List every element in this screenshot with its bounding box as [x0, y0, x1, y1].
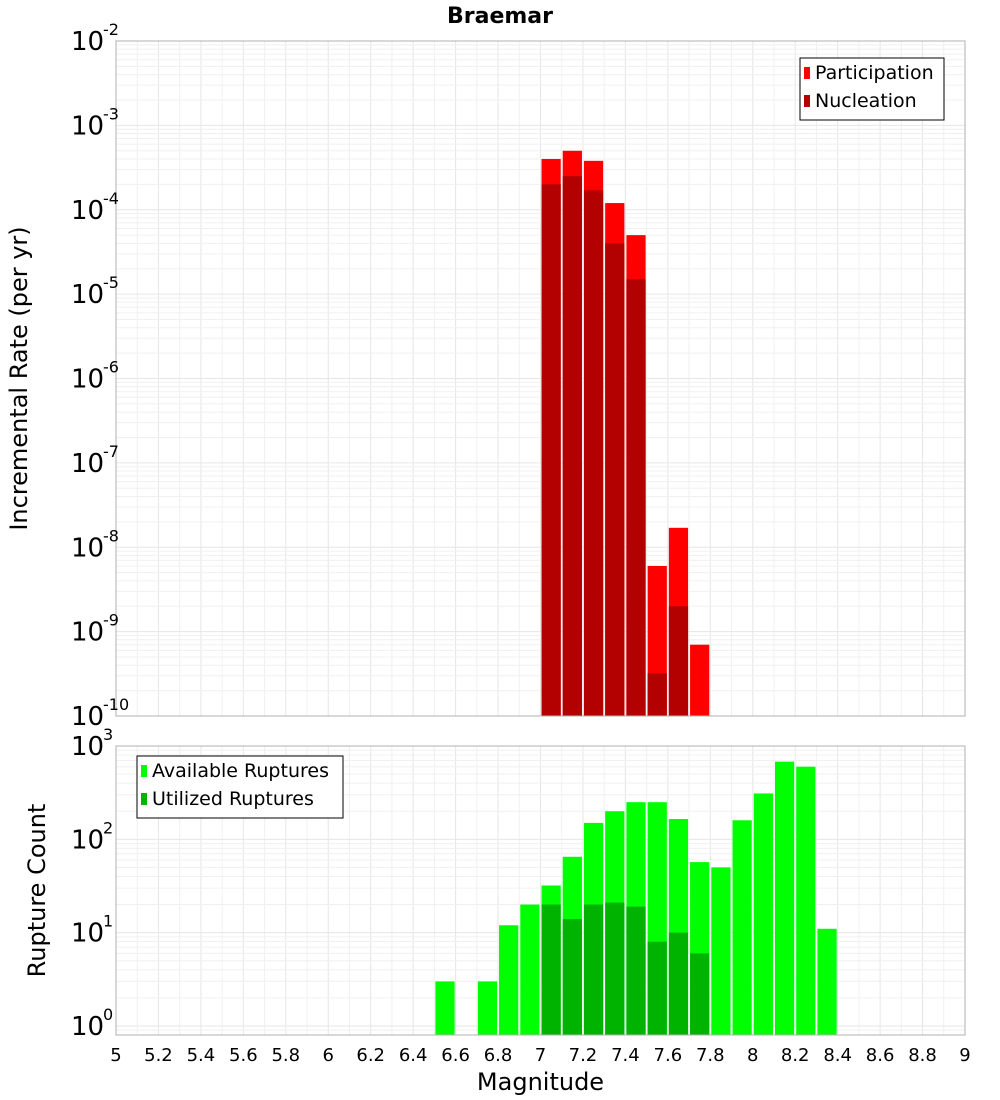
available-ruptures-bar: [499, 925, 519, 1035]
x-tick-label: 8.6: [866, 1045, 895, 1066]
x-tick-label: 6.4: [399, 1045, 428, 1066]
y-tick-exponent: -6: [103, 358, 119, 377]
nucleation-bar: [626, 279, 646, 716]
available-ruptures-bar: [711, 867, 731, 1035]
participation-bar: [690, 644, 710, 716]
utilized-ruptures-bar: [605, 902, 625, 1035]
utilized-ruptures-bar: [668, 932, 689, 1035]
y-tick-label: 10: [71, 365, 104, 395]
x-tick-label: 5: [110, 1045, 121, 1066]
y-tick-label: 10: [71, 618, 104, 648]
y-tick-exponent: 3: [103, 725, 113, 744]
x-tick-label: 6.8: [484, 1045, 513, 1066]
x-tick-label: 7.2: [569, 1045, 598, 1066]
utilized-ruptures-bar: [562, 919, 582, 1035]
y-tick-label: 10: [71, 702, 104, 732]
y-tick-exponent: 0: [103, 1005, 113, 1024]
nucleation-bar: [668, 606, 689, 716]
legend-label: Available Ruptures: [152, 760, 329, 782]
y-axis-title: Incremental Rate (per yr): [5, 226, 33, 530]
y-tick-label: 10: [71, 825, 104, 855]
y-tick-label: 10: [71, 280, 104, 310]
y-tick-exponent: -4: [103, 189, 119, 208]
legend-swatch: [141, 765, 147, 777]
x-tick-label: 5.8: [271, 1045, 300, 1066]
x-tick-label: 8.2: [781, 1045, 810, 1066]
y-axis-title: Rupture Count: [23, 804, 51, 978]
top-plot-panel: 10-210-310-410-510-610-710-810-910-10Inc…: [5, 20, 966, 732]
y-tick-exponent: 2: [103, 818, 113, 837]
plot-frame: [115, 745, 966, 1036]
x-tick-label: 6: [323, 1045, 334, 1066]
utilized-ruptures-bar: [541, 904, 561, 1035]
x-tick-label: 7.4: [611, 1045, 640, 1066]
legend-label: Participation: [815, 62, 934, 84]
y-tick-label: 10: [71, 533, 104, 563]
legend-swatch: [804, 95, 810, 107]
utilized-ruptures-bar: [647, 941, 667, 1035]
legend-label: Utilized Ruptures: [152, 788, 314, 810]
y-tick-exponent: -8: [103, 526, 119, 545]
x-tick-label: 7: [535, 1045, 546, 1066]
y-tick-label: 10: [71, 732, 104, 762]
y-tick-exponent: -2: [103, 20, 119, 39]
nucleation-bar: [583, 190, 604, 716]
legend: Available Ruptures Utilized Ruptures: [136, 755, 344, 819]
legend-label: Nucleation: [815, 90, 917, 112]
y-tick-label: 10: [71, 1012, 104, 1042]
available-ruptures-bar: [520, 904, 540, 1035]
nucleation-bar: [647, 673, 667, 716]
x-tick-label: 6.2: [356, 1045, 385, 1066]
nucleation-bar: [541, 184, 561, 717]
x-tick-label: 5.6: [229, 1045, 258, 1066]
available-ruptures-bar: [732, 820, 752, 1035]
y-tick-label: 10: [71, 449, 104, 479]
nucleation-bar: [562, 176, 582, 716]
utilized-ruptures-bar: [583, 904, 604, 1035]
utilized-ruptures-bar: [626, 906, 646, 1035]
y-tick-label: 10: [71, 919, 104, 949]
x-tick-label: 8: [747, 1045, 758, 1066]
nucleation-bar: [605, 243, 625, 717]
x-tick-label: 6.6: [441, 1045, 470, 1066]
x-tick-label: 7.8: [696, 1045, 725, 1066]
utilized-ruptures-bar: [690, 953, 710, 1035]
available-ruptures-bar: [774, 761, 795, 1035]
legend-swatch: [141, 793, 147, 805]
legend-box: [799, 57, 945, 121]
y-tick-exponent: -7: [103, 442, 119, 461]
available-ruptures-bar: [817, 928, 837, 1035]
x-tick-label: 8.8: [908, 1045, 937, 1066]
x-tick-label: 5.2: [144, 1045, 173, 1066]
y-tick-exponent: 1: [103, 912, 113, 931]
y-tick-label: 10: [71, 27, 104, 57]
chart-title: Braemar: [447, 4, 553, 29]
y-tick-exponent: -3: [103, 104, 119, 123]
x-tick-label: 8.4: [823, 1045, 852, 1066]
x-tick-label: 5.4: [187, 1045, 216, 1066]
y-tick-label: 10: [71, 196, 104, 226]
available-ruptures-bar: [477, 981, 498, 1035]
y-tick-exponent: -10: [103, 695, 129, 714]
y-tick-label: 10: [71, 111, 104, 141]
x-tick-label: 9: [959, 1045, 970, 1066]
available-ruptures-bar: [753, 793, 773, 1035]
y-tick-exponent: -5: [103, 273, 119, 292]
x-tick-label: 7.6: [654, 1045, 683, 1066]
legend-swatch: [804, 67, 810, 79]
plot-frame: [115, 40, 966, 717]
y-tick-exponent: -9: [103, 611, 119, 630]
x-axis-title: Magnitude: [477, 1068, 604, 1096]
legend: Participation Nucleation: [799, 57, 945, 121]
available-ruptures-bar: [796, 766, 816, 1035]
legend-box: [136, 755, 344, 819]
available-ruptures-bar: [435, 981, 455, 1035]
